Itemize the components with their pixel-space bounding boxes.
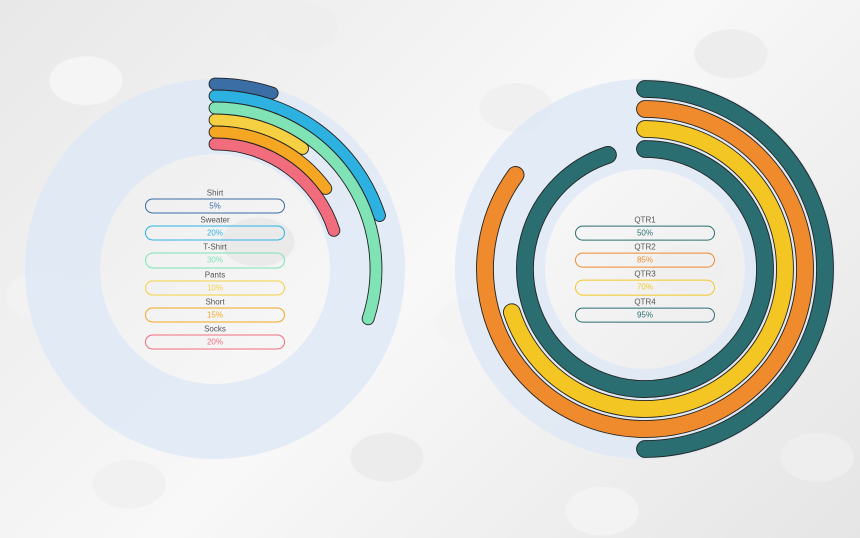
clothing-legend-item-5: Socks20% xyxy=(145,324,285,349)
clothing-radial-chart: Shirt5%Sweater20%T-Shirt30%Pants10%Short… xyxy=(15,69,415,469)
quarter-legend-label-1: QTR2 xyxy=(634,243,655,252)
clothing-legend-label-0: Shirt xyxy=(207,188,223,197)
quarter-legend-item-2: QTR370% xyxy=(575,270,715,295)
quarter-legend-label-3: QTR4 xyxy=(634,297,655,306)
clothing-legend-label-3: Pants xyxy=(205,270,225,279)
clothing-legend-item-0: Shirt5% xyxy=(145,188,285,213)
clothing-legend-pill-2: 30% xyxy=(145,253,285,268)
quarter-legend: QTR150%QTR285%QTR370%QTR495% xyxy=(575,216,715,323)
clothing-legend-label-4: Short xyxy=(205,297,224,306)
clothing-legend-item-1: Sweater20% xyxy=(145,216,285,241)
clothing-legend-item-4: Short15% xyxy=(145,297,285,322)
quarter-radial-chart: QTR150%QTR285%QTR370%QTR495% xyxy=(445,69,845,469)
quarter-legend-label-2: QTR3 xyxy=(634,270,655,279)
clothing-legend: Shirt5%Sweater20%T-Shirt30%Pants10%Short… xyxy=(145,188,285,349)
quarter-legend-pill-2: 70% xyxy=(575,280,715,295)
clothing-legend-label-2: T-Shirt xyxy=(203,243,227,252)
clothing-legend-pill-4: 15% xyxy=(145,307,285,322)
clothing-legend-pill-1: 20% xyxy=(145,226,285,241)
clothing-legend-item-3: Pants10% xyxy=(145,270,285,295)
clothing-legend-pill-5: 20% xyxy=(145,334,285,349)
clothing-legend-item-2: T-Shirt30% xyxy=(145,243,285,268)
clothing-legend-label-5: Socks xyxy=(204,324,226,333)
quarter-legend-label-0: QTR1 xyxy=(634,216,655,225)
quarter-legend-pill-1: 85% xyxy=(575,253,715,268)
quarter-legend-pill-3: 95% xyxy=(575,307,715,322)
clothing-legend-pill-3: 10% xyxy=(145,280,285,295)
clothing-legend-label-1: Sweater xyxy=(200,216,229,225)
quarter-legend-item-3: QTR495% xyxy=(575,297,715,322)
quarter-legend-item-1: QTR285% xyxy=(575,243,715,268)
quarter-legend-pill-0: 50% xyxy=(575,226,715,241)
quarter-legend-item-0: QTR150% xyxy=(575,216,715,241)
stage: Shirt5%Sweater20%T-Shirt30%Pants10%Short… xyxy=(0,0,860,538)
clothing-legend-pill-0: 5% xyxy=(145,198,285,213)
